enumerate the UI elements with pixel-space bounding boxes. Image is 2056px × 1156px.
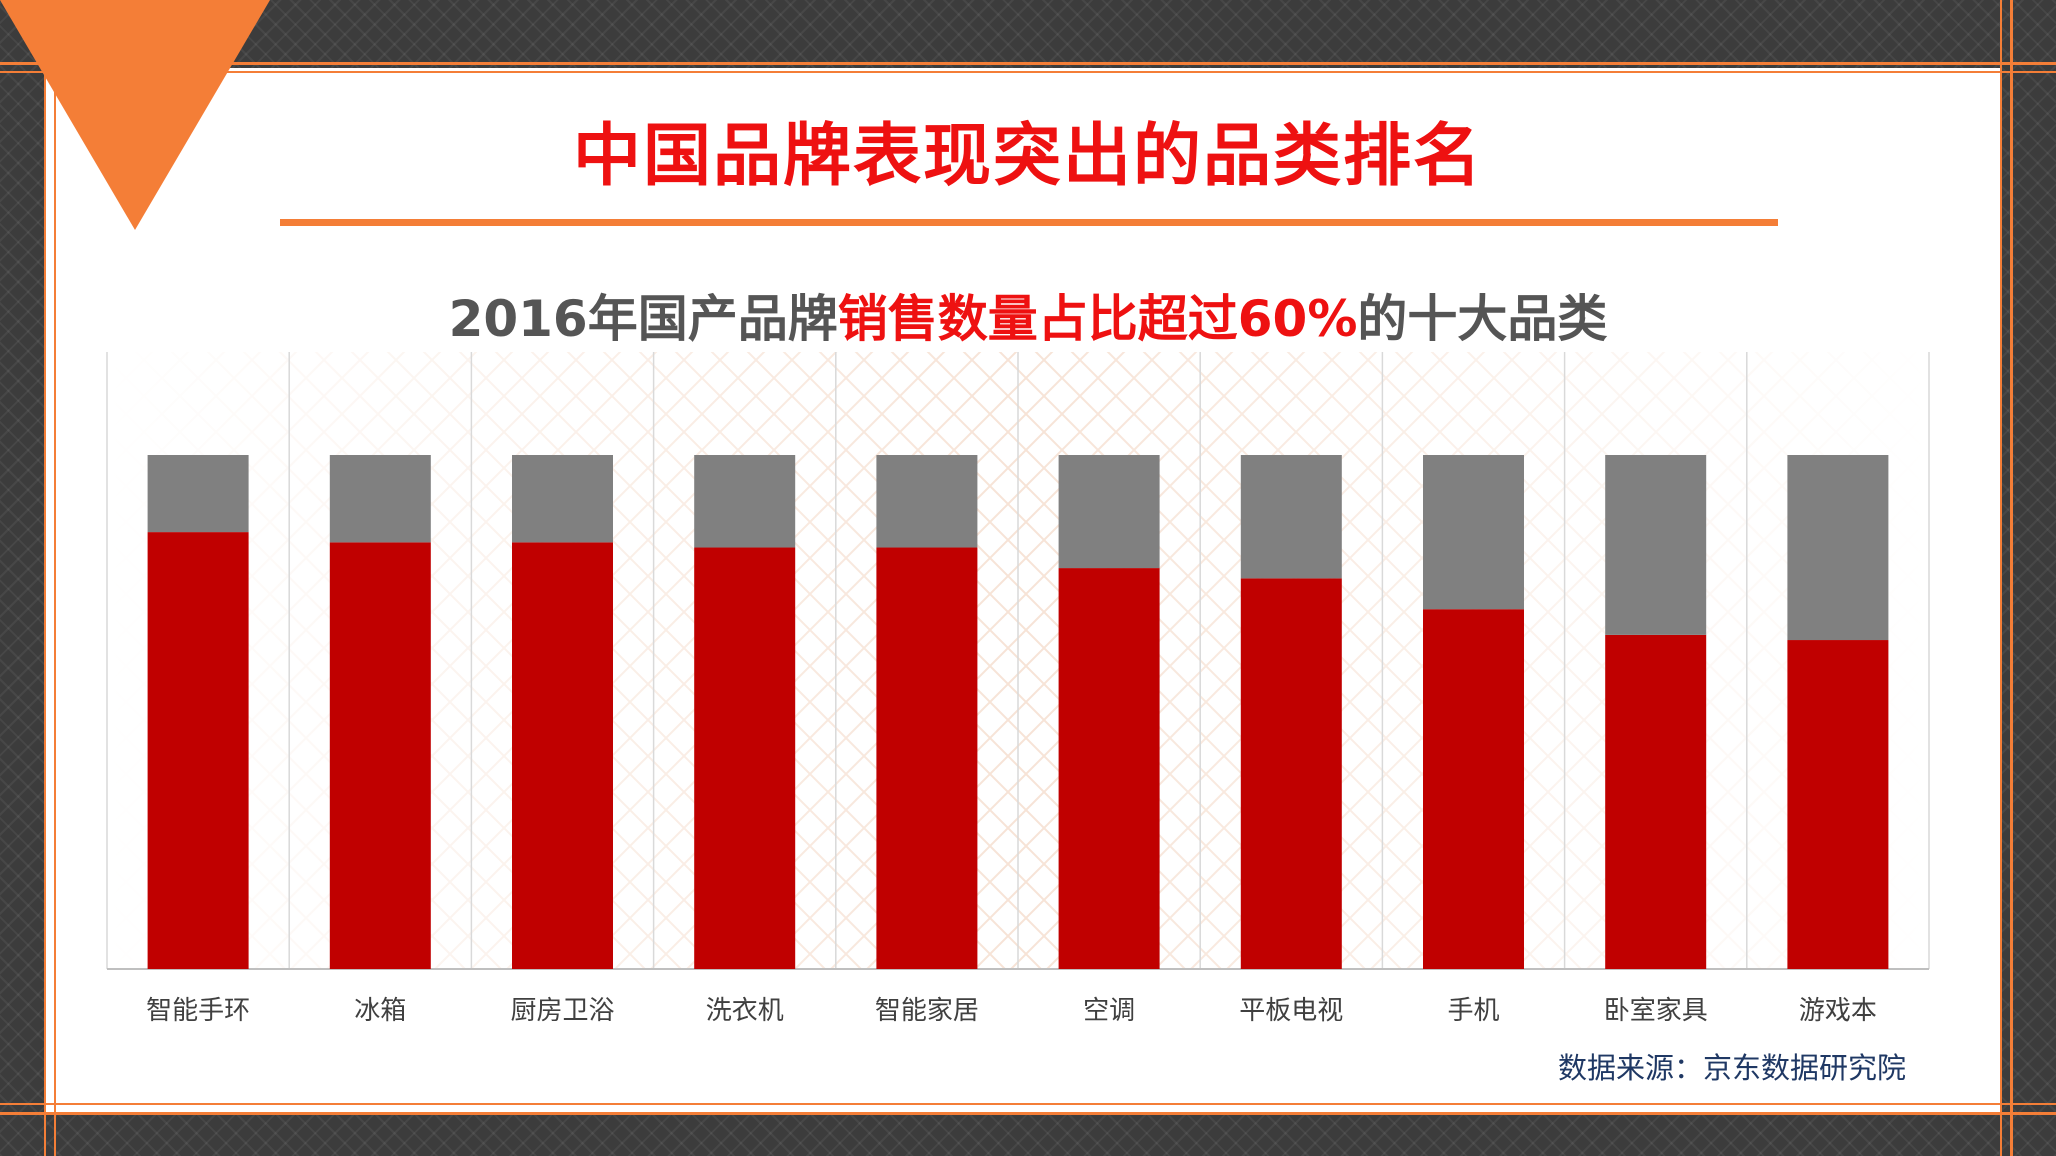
bar-other <box>1423 455 1524 610</box>
bar-domestic <box>329 542 431 969</box>
x-tick-label: 智能手环 <box>146 996 250 1026</box>
corner-triangle-decoration <box>0 0 270 230</box>
frame-line-bottom-outer <box>0 1112 2056 1115</box>
frame-line-top-inner <box>0 71 2056 73</box>
subtitle-part-3: 的十大品类 <box>1357 290 1608 348</box>
bar-other <box>1605 455 1707 635</box>
subtitle-part-1: 2016年国产品牌 <box>448 290 838 348</box>
x-tick-label: 空调 <box>1083 996 1135 1026</box>
bar-domestic <box>694 547 796 969</box>
bar-other <box>1240 455 1342 579</box>
title-underline <box>280 219 1778 226</box>
bar-other <box>876 455 978 548</box>
bar-domestic <box>147 532 249 969</box>
bar-domestic <box>1240 578 1342 969</box>
frame-line-top <box>0 62 2056 65</box>
bar-domestic <box>512 542 613 969</box>
frame-line-right-outer <box>2010 0 2013 1156</box>
x-tick-label: 手机 <box>1447 996 1499 1026</box>
frame-line-right <box>2000 0 2002 1156</box>
bar-domestic <box>876 547 978 969</box>
bar-other <box>147 455 249 533</box>
x-tick-label: 冰箱 <box>354 996 406 1026</box>
bar-other <box>1058 455 1160 569</box>
bar-domestic <box>1423 609 1524 969</box>
page-title: 中国品牌表现突出的品类排名 <box>572 117 1483 196</box>
bar-other <box>329 455 431 543</box>
bar-other <box>694 455 796 548</box>
frame-line-left <box>44 0 46 1156</box>
bar-domestic <box>1787 640 1889 969</box>
x-tick-label: 洗衣机 <box>706 996 784 1026</box>
x-tick-label: 智能家居 <box>875 996 979 1026</box>
frame-line-bottom <box>0 1103 2056 1105</box>
x-tick-label: 游戏本 <box>1799 996 1877 1026</box>
chart-subtitle: 2016年国产品牌销售数量占比超过60%的十大品类 <box>0 284 2056 354</box>
bar-domestic <box>1605 634 1707 969</box>
x-tick-label: 卧室家具 <box>1604 996 1708 1026</box>
frame-line-left-inner <box>54 0 56 1156</box>
subtitle-highlight: 销售数量占比超过60% <box>837 290 1358 348</box>
bar-other <box>512 455 613 543</box>
x-tick-label: 厨房卫浴 <box>510 996 614 1026</box>
x-tick-label: 平板电视 <box>1239 996 1343 1026</box>
bar-other <box>1787 455 1889 641</box>
data-source-note: 数据来源：京东数据研究院 <box>1557 1051 1906 1085</box>
bar-domestic <box>1058 568 1160 969</box>
